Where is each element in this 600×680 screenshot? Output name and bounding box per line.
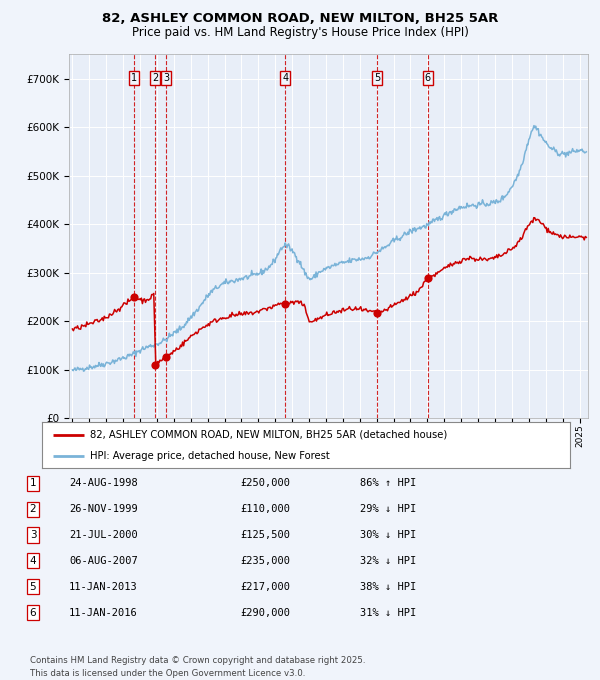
Text: 3: 3 bbox=[29, 530, 37, 540]
Text: 38% ↓ HPI: 38% ↓ HPI bbox=[360, 581, 416, 592]
Text: £110,000: £110,000 bbox=[240, 504, 290, 514]
Text: 32% ↓ HPI: 32% ↓ HPI bbox=[360, 556, 416, 566]
Text: 6: 6 bbox=[425, 73, 431, 83]
Text: 29% ↓ HPI: 29% ↓ HPI bbox=[360, 504, 416, 514]
Text: 30% ↓ HPI: 30% ↓ HPI bbox=[360, 530, 416, 540]
Text: Price paid vs. HM Land Registry's House Price Index (HPI): Price paid vs. HM Land Registry's House … bbox=[131, 26, 469, 39]
Text: 1: 1 bbox=[131, 73, 137, 83]
Text: 24-AUG-1998: 24-AUG-1998 bbox=[69, 478, 138, 488]
Text: 6: 6 bbox=[29, 607, 37, 617]
Text: 4: 4 bbox=[282, 73, 289, 83]
Text: 4: 4 bbox=[29, 556, 37, 566]
Text: £217,000: £217,000 bbox=[240, 581, 290, 592]
Text: This data is licensed under the Open Government Licence v3.0.: This data is licensed under the Open Gov… bbox=[30, 668, 305, 678]
Text: 86% ↑ HPI: 86% ↑ HPI bbox=[360, 478, 416, 488]
Text: 82, ASHLEY COMMON ROAD, NEW MILTON, BH25 5AR: 82, ASHLEY COMMON ROAD, NEW MILTON, BH25… bbox=[102, 12, 498, 24]
Text: 5: 5 bbox=[29, 581, 37, 592]
Point bbox=[129, 292, 139, 303]
Text: £125,500: £125,500 bbox=[240, 530, 290, 540]
Text: 2: 2 bbox=[29, 504, 37, 514]
Text: 21-JUL-2000: 21-JUL-2000 bbox=[69, 530, 138, 540]
Text: 82, ASHLEY COMMON ROAD, NEW MILTON, BH25 5AR (detached house): 82, ASHLEY COMMON ROAD, NEW MILTON, BH25… bbox=[89, 430, 447, 439]
Text: £235,000: £235,000 bbox=[240, 556, 290, 566]
Point bbox=[373, 307, 382, 318]
Text: 2: 2 bbox=[152, 73, 158, 83]
Text: HPI: Average price, detached house, New Forest: HPI: Average price, detached house, New … bbox=[89, 452, 329, 461]
Text: 3: 3 bbox=[163, 73, 169, 83]
Text: 5: 5 bbox=[374, 73, 380, 83]
Point bbox=[281, 299, 290, 309]
Text: £290,000: £290,000 bbox=[240, 607, 290, 617]
Point bbox=[423, 272, 433, 283]
Text: 31% ↓ HPI: 31% ↓ HPI bbox=[360, 607, 416, 617]
Point bbox=[161, 352, 171, 362]
Text: 11-JAN-2013: 11-JAN-2013 bbox=[69, 581, 138, 592]
Text: £250,000: £250,000 bbox=[240, 478, 290, 488]
Point bbox=[151, 360, 160, 371]
Text: 1: 1 bbox=[29, 478, 37, 488]
Text: Contains HM Land Registry data © Crown copyright and database right 2025.: Contains HM Land Registry data © Crown c… bbox=[30, 656, 365, 666]
Text: 11-JAN-2016: 11-JAN-2016 bbox=[69, 607, 138, 617]
Text: 26-NOV-1999: 26-NOV-1999 bbox=[69, 504, 138, 514]
Text: 06-AUG-2007: 06-AUG-2007 bbox=[69, 556, 138, 566]
